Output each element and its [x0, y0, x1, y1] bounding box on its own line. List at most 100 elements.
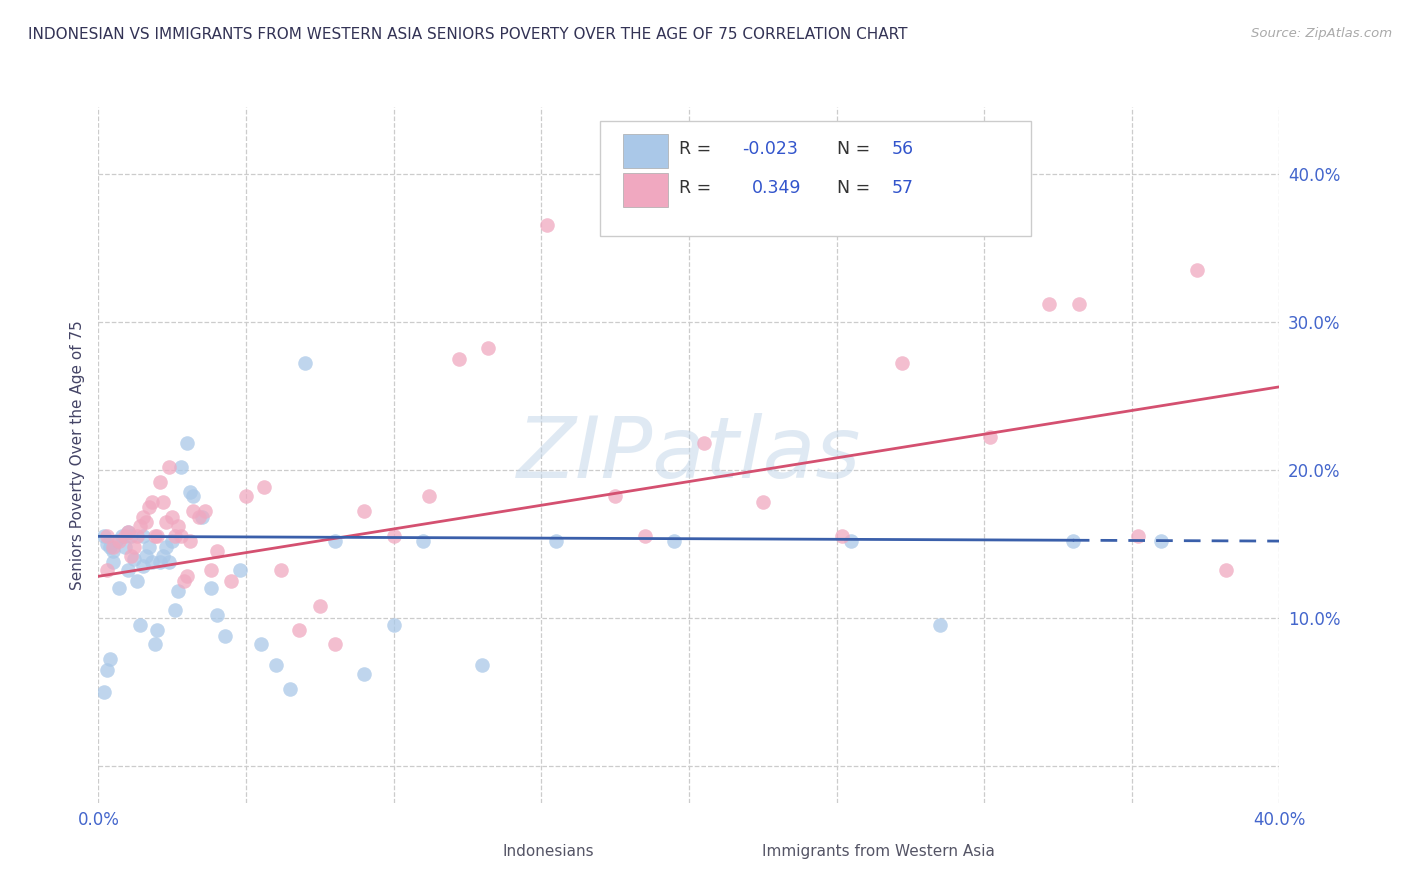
- Point: [278, 681, 302, 696]
- Point: [103, 540, 125, 554]
- Point: [98, 540, 121, 554]
- Point: [605, 489, 627, 503]
- Point: [96, 529, 118, 543]
- Point: [382, 529, 405, 543]
- Text: N =: N =: [837, 140, 876, 159]
- Text: 0.349: 0.349: [752, 179, 801, 197]
- Point: [128, 519, 150, 533]
- Point: [167, 584, 190, 599]
- Point: [214, 628, 236, 642]
- Point: [200, 581, 222, 595]
- Text: INDONESIAN VS IMMIGRANTS FROM WESTERN ASIA SENIORS POVERTY OVER THE AGE OF 75 CO: INDONESIAN VS IMMIGRANTS FROM WESTERN AS…: [28, 27, 908, 42]
- Point: [1150, 533, 1173, 548]
- Point: [170, 459, 193, 474]
- Point: [253, 481, 276, 495]
- Point: [176, 569, 198, 583]
- Point: [141, 554, 163, 568]
- Point: [152, 495, 174, 509]
- Point: [831, 529, 853, 543]
- Text: 57: 57: [891, 179, 914, 197]
- Point: [250, 637, 273, 651]
- Point: [841, 533, 863, 548]
- Point: [546, 533, 568, 548]
- Point: [167, 519, 190, 533]
- Point: [323, 637, 346, 651]
- Text: -0.023: -0.023: [742, 140, 799, 159]
- Point: [103, 544, 125, 558]
- Text: Source: ZipAtlas.com: Source: ZipAtlas.com: [1251, 27, 1392, 40]
- Point: [93, 529, 115, 543]
- Point: [108, 533, 131, 548]
- Point: [179, 533, 201, 548]
- Point: [194, 504, 217, 518]
- Point: [120, 549, 142, 563]
- Point: [155, 515, 177, 529]
- Point: [353, 667, 375, 681]
- Point: [191, 510, 214, 524]
- Point: [323, 533, 346, 548]
- FancyBboxPatch shape: [453, 830, 492, 872]
- Point: [143, 637, 166, 651]
- Text: ZIPatlas: ZIPatlas: [517, 413, 860, 497]
- Point: [200, 563, 222, 577]
- Point: [536, 219, 558, 233]
- Point: [114, 540, 136, 554]
- Point: [477, 342, 499, 356]
- Point: [96, 563, 118, 577]
- Text: R =: R =: [679, 140, 717, 159]
- Point: [157, 459, 180, 474]
- Point: [288, 623, 311, 637]
- Point: [132, 510, 155, 524]
- Point: [138, 540, 160, 554]
- Point: [1215, 563, 1237, 577]
- Point: [1067, 297, 1090, 311]
- Point: [170, 529, 193, 543]
- Point: [135, 515, 157, 529]
- Point: [165, 529, 187, 543]
- Point: [181, 489, 204, 503]
- Point: [382, 618, 405, 632]
- FancyBboxPatch shape: [623, 134, 668, 168]
- Point: [162, 533, 183, 548]
- Point: [294, 356, 316, 370]
- Point: [1126, 529, 1149, 543]
- Point: [270, 563, 292, 577]
- Point: [122, 551, 145, 566]
- Point: [111, 529, 134, 543]
- Point: [117, 524, 139, 539]
- Point: [120, 529, 142, 543]
- Point: [125, 529, 148, 543]
- Point: [979, 430, 1001, 444]
- Point: [146, 623, 169, 637]
- Point: [229, 563, 252, 577]
- Point: [138, 500, 160, 514]
- FancyBboxPatch shape: [713, 830, 752, 872]
- Point: [128, 618, 150, 632]
- Point: [205, 607, 228, 622]
- Text: 56: 56: [891, 140, 914, 159]
- Point: [117, 524, 139, 539]
- Point: [264, 658, 287, 673]
- Point: [179, 484, 201, 499]
- Point: [173, 574, 195, 588]
- Point: [412, 533, 434, 548]
- Text: R =: R =: [679, 179, 723, 197]
- Point: [162, 510, 183, 524]
- Point: [117, 563, 139, 577]
- Point: [1185, 263, 1208, 277]
- Point: [447, 351, 470, 366]
- Point: [1038, 297, 1060, 311]
- Point: [93, 685, 115, 699]
- FancyBboxPatch shape: [600, 121, 1032, 235]
- Point: [187, 510, 209, 524]
- Point: [98, 652, 121, 666]
- Point: [928, 618, 950, 632]
- Point: [135, 549, 157, 563]
- Point: [108, 581, 131, 595]
- Point: [165, 603, 187, 617]
- Point: [181, 504, 204, 518]
- Point: [664, 533, 686, 548]
- Point: [418, 489, 440, 503]
- Point: [96, 663, 118, 677]
- Point: [132, 529, 155, 543]
